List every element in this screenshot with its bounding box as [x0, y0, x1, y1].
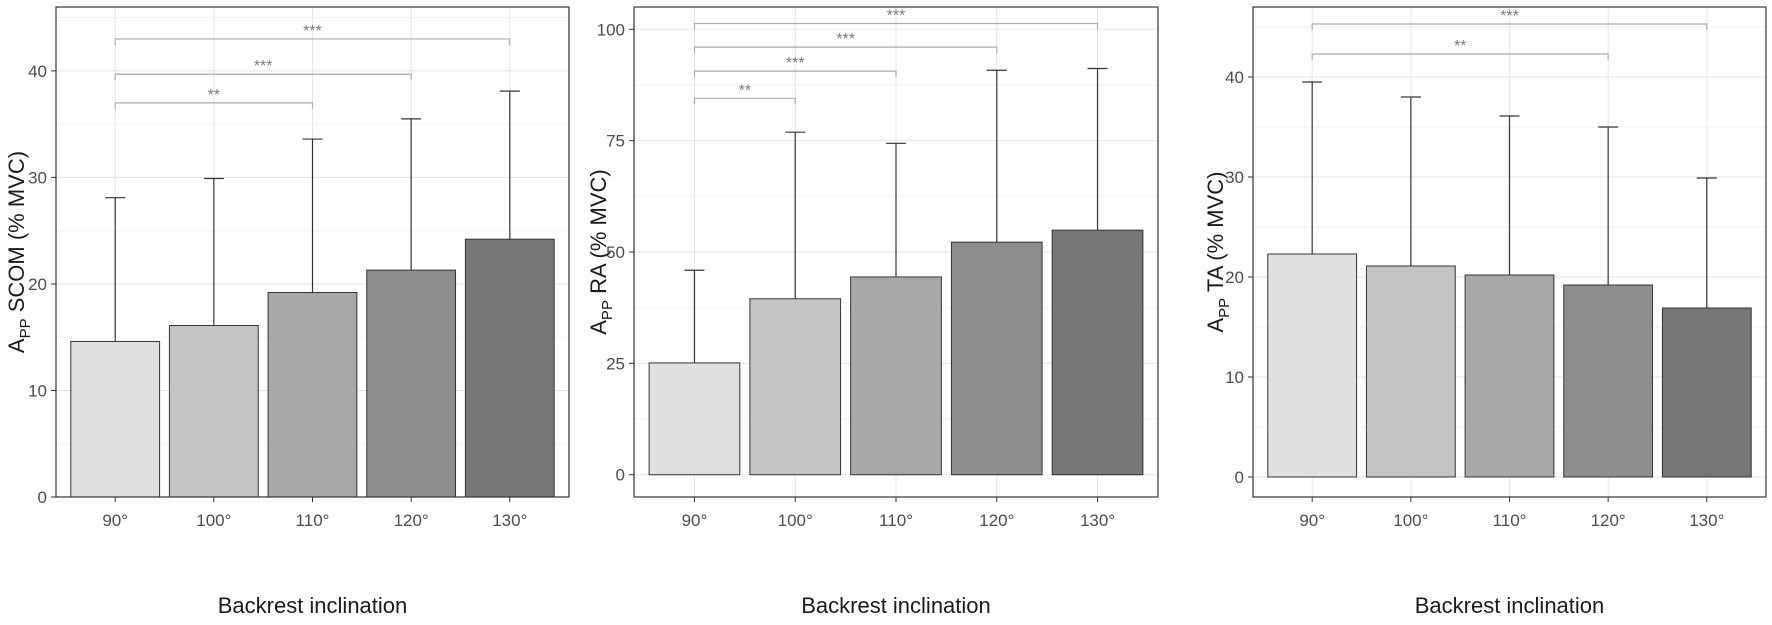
significance-label: ***: [786, 55, 805, 72]
y-axis-title-main: A: [4, 338, 29, 353]
x-axis-title: Backrest inclination: [1415, 593, 1605, 618]
significance-label: ***: [303, 23, 322, 40]
bar: [366, 269, 457, 498]
significance-label: ***: [887, 7, 906, 24]
y-axis-title-rest: SCOM (% MVC): [4, 151, 29, 318]
significance-label: ***: [1500, 8, 1519, 25]
y-tick-label: 20: [28, 275, 47, 294]
y-tick-label: 0: [616, 466, 625, 485]
x-tick-label: 110°: [879, 511, 913, 530]
significance-bracket: [1311, 53, 1609, 60]
y-tick-label: 20: [1225, 268, 1244, 287]
bar: [648, 362, 741, 476]
significance-bracket: [693, 70, 897, 78]
significance-bracket: [114, 73, 412, 81]
bar: [464, 238, 555, 498]
y-axis-title-rest: TA (% MVC): [1203, 171, 1228, 297]
x-tick-label: 130°: [492, 511, 527, 530]
y-axis-title-subscript: PP: [17, 318, 34, 338]
y-axis-title: APP SCOM (% MVC): [4, 151, 34, 353]
bar: [850, 276, 942, 476]
significance-label: **: [208, 87, 220, 104]
y-tick-label: 30: [1225, 168, 1244, 187]
bar: [1051, 229, 1144, 476]
bar: [1267, 253, 1358, 478]
y-axis-title-main: A: [586, 320, 611, 335]
bar: [1464, 274, 1555, 478]
bar: [70, 340, 161, 498]
y-axis-title-rest: RA (% MVC): [586, 169, 611, 300]
bar: [168, 325, 259, 498]
bar: [749, 298, 842, 476]
y-axis-title-main: A: [1203, 318, 1228, 333]
y-tick-label: 40: [1225, 68, 1244, 87]
y-tick-label: 0: [1235, 468, 1244, 487]
x-tick-label: 100°: [196, 511, 231, 530]
x-tick-label: 120°: [1591, 511, 1626, 530]
x-tick-label: 110°: [1493, 511, 1527, 530]
x-tick-label: 90°: [682, 511, 708, 530]
significance-bracket: [114, 102, 314, 109]
y-axis-title-subscript: PP: [1216, 298, 1233, 318]
x-tick-label: 110°: [296, 511, 330, 530]
y-tick-label: 25: [606, 354, 625, 373]
x-tick-label: 130°: [1689, 511, 1724, 530]
bar: [1365, 265, 1456, 478]
x-tick-label: 100°: [778, 511, 813, 530]
y-tick-label: 0: [38, 488, 47, 507]
bar: [267, 291, 358, 498]
y-tick-label: 40: [28, 62, 47, 81]
bar: [1661, 307, 1752, 478]
significance-label: **: [1454, 38, 1466, 55]
x-axis-title: Backrest inclination: [218, 593, 408, 618]
y-axis-title: APP TA (% MVC): [1203, 171, 1233, 332]
x-tick-label: 90°: [1299, 511, 1325, 530]
significance-bracket: [693, 97, 796, 105]
significance-bracket: [114, 38, 511, 45]
y-tick-label: 30: [28, 168, 47, 187]
y-tick-label: 10: [1225, 368, 1244, 387]
y-tick-label: 100: [597, 20, 625, 39]
significance-label: **: [739, 82, 751, 99]
y-axis-title-subscript: PP: [599, 300, 616, 320]
y-tick-label: 75: [606, 132, 625, 151]
x-tick-label: 120°: [394, 511, 429, 530]
y-tick-label: 10: [28, 381, 47, 400]
significance-bracket: [693, 46, 998, 54]
x-axis-title: Backrest inclination: [801, 593, 991, 618]
y-axis-title: APP RA (% MVC): [586, 169, 616, 335]
significance-bracket: [693, 22, 1099, 30]
significance-label: ***: [254, 58, 273, 75]
y-tick-label: 50: [606, 243, 625, 262]
bar: [950, 241, 1043, 476]
significance-label: ***: [836, 31, 855, 48]
bar: [1563, 284, 1654, 478]
x-tick-label: 100°: [1393, 511, 1428, 530]
x-tick-label: 90°: [102, 511, 128, 530]
x-tick-label: 120°: [979, 511, 1014, 530]
significance-bracket: [1311, 23, 1708, 30]
x-tick-label: 130°: [1080, 511, 1115, 530]
